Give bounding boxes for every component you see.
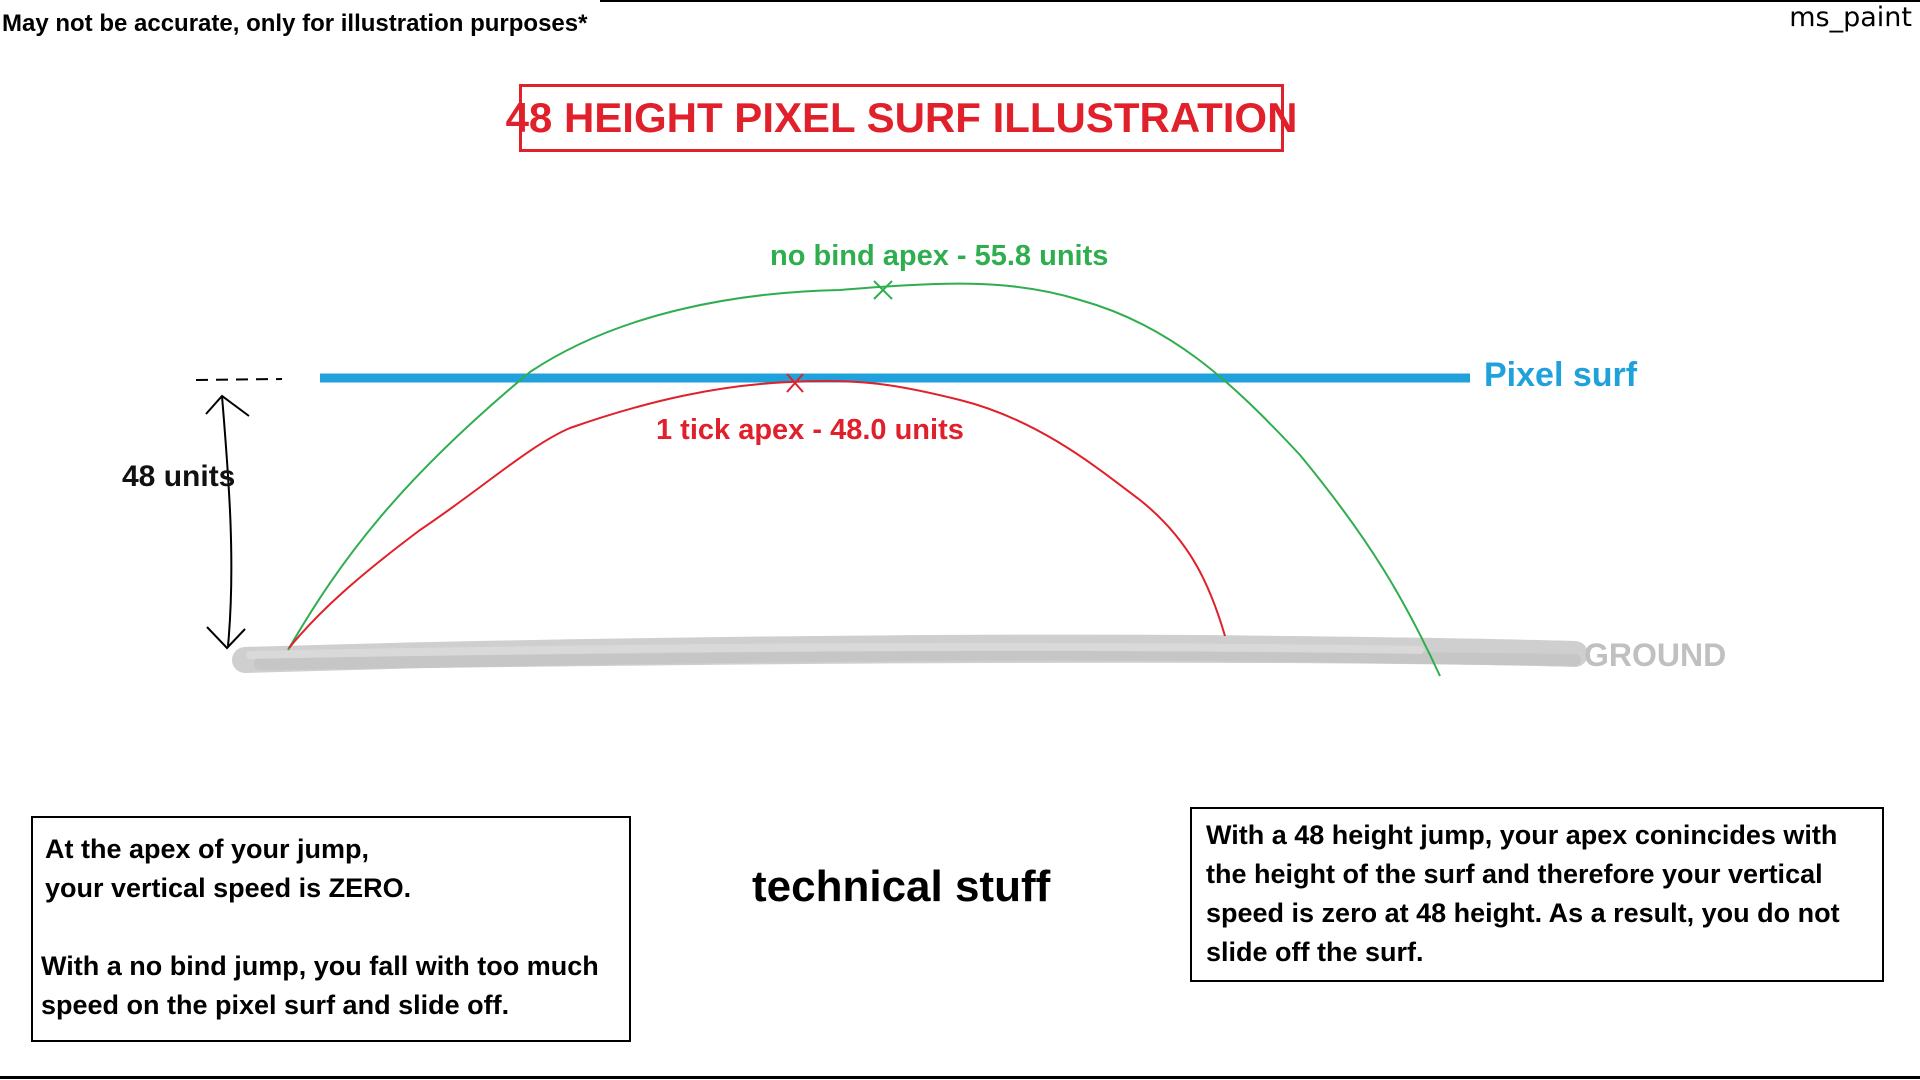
one-tick-apex-marker xyxy=(786,373,804,393)
height-units-label: 48 units xyxy=(122,460,236,493)
bottom-border xyxy=(0,1076,1920,1079)
top-border xyxy=(600,0,1920,2)
title-box: 48 HEIGHT PIXEL SURF ILLUSTRATION xyxy=(506,84,1297,152)
pixel-surf-label: Pixel surf xyxy=(1484,356,1638,394)
app-label: ms_paint xyxy=(1789,2,1912,33)
apex-line-2: your vertical speed is ZERO. xyxy=(45,873,412,903)
no-bind-trajectory xyxy=(287,282,1441,677)
disclaimer-text: May not be accurate, only for illustrati… xyxy=(2,10,588,37)
one-tick-apex-label: 1 tick apex - 48.0 units xyxy=(656,414,964,446)
apex-line-1: At the apex of your jump, xyxy=(45,834,370,864)
one-tick-trajectory xyxy=(288,379,1226,649)
ground-label: GROUND xyxy=(1584,637,1727,673)
apex-explanation-box: At the apex of your jump, your vertical … xyxy=(31,816,631,1042)
ground-smudge xyxy=(232,634,1588,673)
no-bind-explanation: With a no bind jump, you fall with too m… xyxy=(41,951,599,1020)
surf-explanation-box: With a 48 height jump, your apex coninci… xyxy=(1190,807,1884,982)
no-bind-apex-label: no bind apex - 55.8 units xyxy=(770,240,1109,272)
diagram-title: 48 HEIGHT PIXEL SURF ILLUSTRATION xyxy=(505,94,1298,141)
height-arrow xyxy=(205,394,250,650)
surf-explanation-text: With a 48 height jump, your apex coninci… xyxy=(1206,820,1840,967)
height-reference-dash xyxy=(195,378,283,381)
no-bind-apex-marker xyxy=(873,280,893,300)
technical-label: technical stuff xyxy=(752,862,1051,911)
